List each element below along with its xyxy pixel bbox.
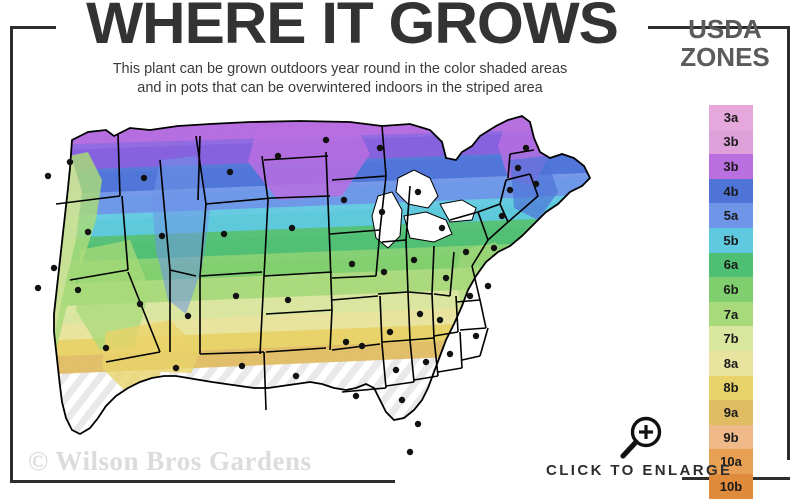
legend-swatch: 10b [709, 473, 753, 499]
legend-swatch: 7a [709, 301, 753, 327]
legend-swatch: 3b [709, 154, 753, 179]
legend-heading-line-1: USDA [688, 14, 762, 44]
frame-border-top-right [648, 26, 790, 29]
map-city-dots [34, 136, 540, 456]
legend-swatch: 9a [709, 400, 753, 425]
usda-zone-legend: 3a 3b 3b 4b 5a 5b 6a 6b 7a 7b 8a 8b 9a 9b 10a 10b [709, 105, 753, 499]
state-boundaries [53, 115, 592, 436]
legend-swatch: 5b [709, 227, 753, 253]
magnifier-plus-icon[interactable] [618, 415, 664, 461]
legend-swatch: 7b [709, 326, 753, 351]
map-zone-bands [54, 116, 590, 434]
subtitle-line-2: and in pots that can be overwintered ind… [137, 80, 543, 96]
frame-border-left [10, 26, 13, 483]
legend-heading-line-2: ZONES [680, 42, 770, 72]
legend-swatch: 4b [709, 178, 753, 204]
frame-border-top-left [10, 26, 56, 29]
page-title: WHERE IT GROWS [86, 0, 619, 56]
frame-border-right [787, 26, 790, 460]
legend-swatch: 9b [709, 424, 753, 450]
usda-hardiness-zone-map [10, 100, 660, 480]
legend-swatch: 8a [709, 350, 753, 376]
legend-swatch: 5a [709, 203, 753, 228]
legend-swatch: 6b [709, 277, 753, 302]
legend-heading: USDA ZONES [660, 16, 790, 70]
legend-swatch: 10a [709, 449, 753, 474]
legend-swatch: 3b [709, 129, 753, 155]
click-to-enlarge-label[interactable]: CLICK TO ENLARGE [546, 462, 733, 479]
watermark-credit: © Wilson Bros Gardens [28, 446, 312, 476]
legend-swatch: 3a [709, 105, 753, 130]
page-subtitle: This plant can be grown outdoors year ro… [40, 60, 640, 98]
subtitle-line-1: This plant can be grown outdoors year ro… [112, 61, 568, 77]
legend-swatch: 8b [709, 375, 753, 401]
legend-swatch: 6a [709, 252, 753, 278]
frame-border-bottom [10, 480, 395, 483]
